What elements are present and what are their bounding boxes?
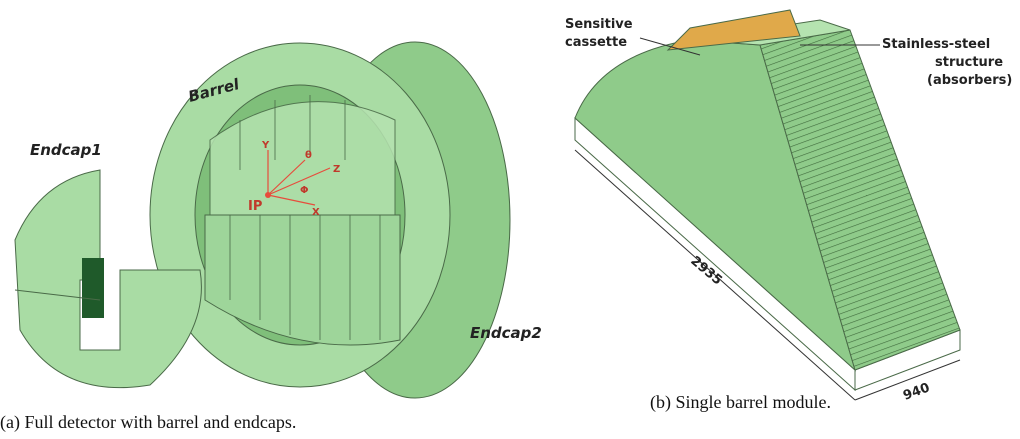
caption: (b) Single barrel module. <box>650 392 831 413</box>
structure-label: structure <box>935 55 1003 70</box>
axis-label: θ <box>305 150 312 161</box>
sensitive-label: Sensitive <box>565 17 633 32</box>
module-drawing <box>574 9 961 401</box>
caption: (a) Full detector with barrel and endcap… <box>0 412 296 433</box>
endcap1-label: Endcap1 <box>30 141 102 159</box>
endcap2-label: Endcap2 <box>470 324 542 342</box>
axis-label: X <box>312 207 320 218</box>
sensitive-label: cassette <box>565 35 627 50</box>
detector-drawing <box>14 41 511 399</box>
dimension-label: 940 <box>901 380 932 403</box>
axis-label: Z <box>333 164 340 175</box>
structure-label: Stainless-steel <box>882 37 990 52</box>
structure-label: (absorbers) <box>927 73 1012 88</box>
axis-label: Φ <box>300 185 309 196</box>
axis-label: Y <box>261 140 270 151</box>
ip-label: IP <box>248 199 262 214</box>
